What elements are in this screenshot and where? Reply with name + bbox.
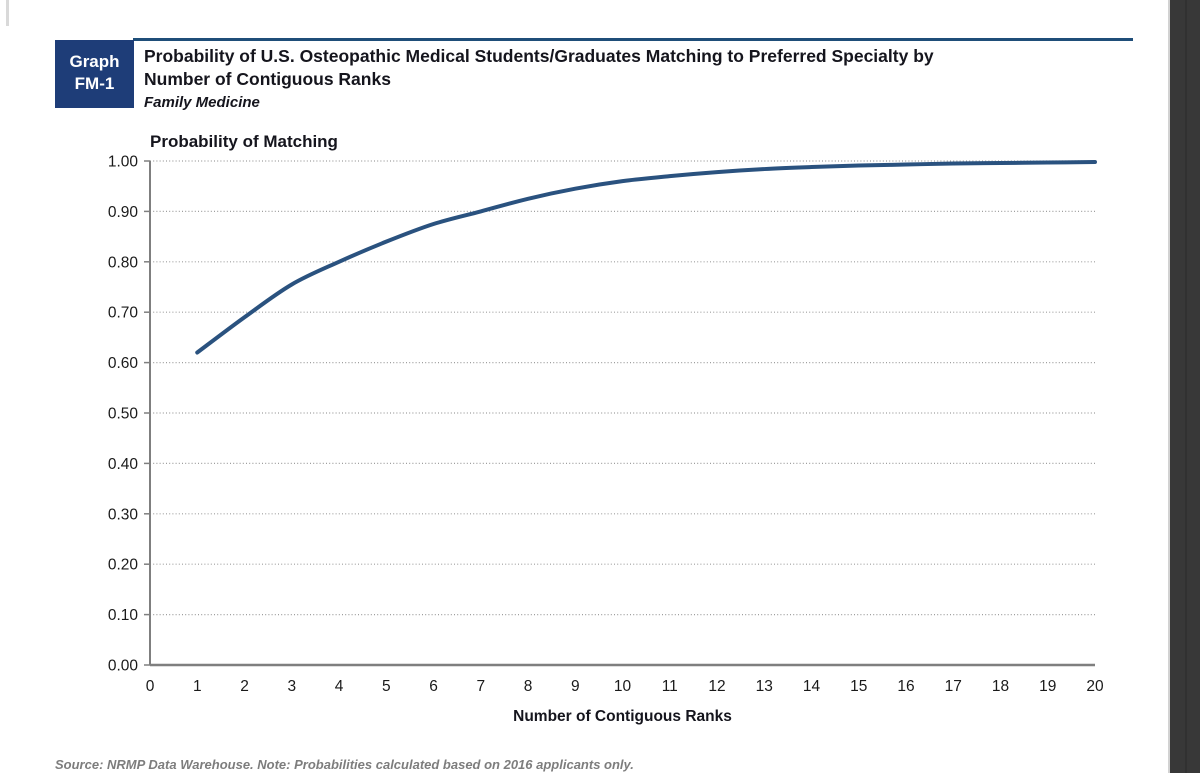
y-tick-label: 0.90 <box>108 204 139 221</box>
x-tick-label: 9 <box>571 678 580 695</box>
x-tick-label: 11 <box>662 678 678 695</box>
chart-canvas: 0.00 0.10 0.20 0.30 0.40 0.50 0.60 0.70 0.80 0.90… <box>108 154 1104 726</box>
y-axis-labels: 0.00 0.10 0.20 0.30 0.40 0.50 0.60 0.70 0.80 0.90… <box>108 154 139 675</box>
y-tick-label: 0.30 <box>108 506 139 523</box>
source-note: Source: NRMP Data Warehouse. Note: Proba… <box>55 757 634 772</box>
x-tick-label: 5 <box>382 678 391 695</box>
x-tick-label: 1 <box>193 678 202 695</box>
x-tick-label: 16 <box>897 678 914 695</box>
y-tick-label: 0.00 <box>108 658 139 675</box>
x-axis-title: Number of Contiguous Ranks <box>513 708 732 725</box>
x-axis-labels: 0 1 2 3 4 5 6 7 8 9 10 11 12 13 14 15 16 17 18 19 20 <box>146 678 1104 695</box>
y-tick-label: 1.00 <box>108 154 139 171</box>
x-tick-label: 19 <box>1039 678 1056 695</box>
y-tick-label: 0.50 <box>108 406 139 423</box>
x-tick-label: 12 <box>708 678 725 695</box>
x-tick-label: 6 <box>429 678 438 695</box>
x-tick-label: 2 <box>240 678 249 695</box>
y-tick-label: 0.70 <box>108 305 139 322</box>
graph-badge-line1: Graph <box>69 52 120 71</box>
specialty-subtitle: Family Medicine <box>144 93 260 111</box>
y-tick-label: 0.40 <box>108 456 139 473</box>
x-tick-label: 13 <box>756 678 773 695</box>
y-tick-label: 0.60 <box>108 355 139 372</box>
graph-id-badge: Graph FM-1 <box>55 40 134 108</box>
x-tick-label: 14 <box>803 678 821 695</box>
title-block: Probability of U.S. Osteopathic Medical … <box>144 45 1154 111</box>
x-tick-label: 20 <box>1086 678 1104 695</box>
header-rule <box>133 38 1133 41</box>
x-tick-label: 17 <box>945 678 962 695</box>
axes <box>144 160 1095 667</box>
y-tick-label: 0.10 <box>108 607 139 624</box>
x-tick-label: 10 <box>614 678 632 695</box>
page-edge-artifact <box>6 0 9 26</box>
y-tick-label: 0.20 <box>108 557 139 574</box>
graph-badge-line2: FM-1 <box>74 74 115 94</box>
gridlines <box>150 160 1095 616</box>
page-title-line2: Number of Contiguous Ranks <box>144 68 391 89</box>
x-tick-label: 0 <box>146 678 155 695</box>
x-tick-label: 15 <box>850 678 867 695</box>
viewer-edge-seam <box>1185 0 1187 773</box>
page-title-line1: Probability of U.S. Osteopathic Medical … <box>144 46 934 66</box>
y-axis-title: Probability of Matching <box>150 132 338 151</box>
viewer-dark-edge <box>1168 0 1200 773</box>
probability-curve <box>195 160 1097 355</box>
x-tick-label: 7 <box>476 678 485 695</box>
x-tick-label: 3 <box>287 678 296 695</box>
x-tick-label: 18 <box>992 678 1009 695</box>
y-tick-label: 0.80 <box>108 254 139 271</box>
x-tick-label: 4 <box>335 678 344 695</box>
x-tick-label: 8 <box>524 678 533 695</box>
